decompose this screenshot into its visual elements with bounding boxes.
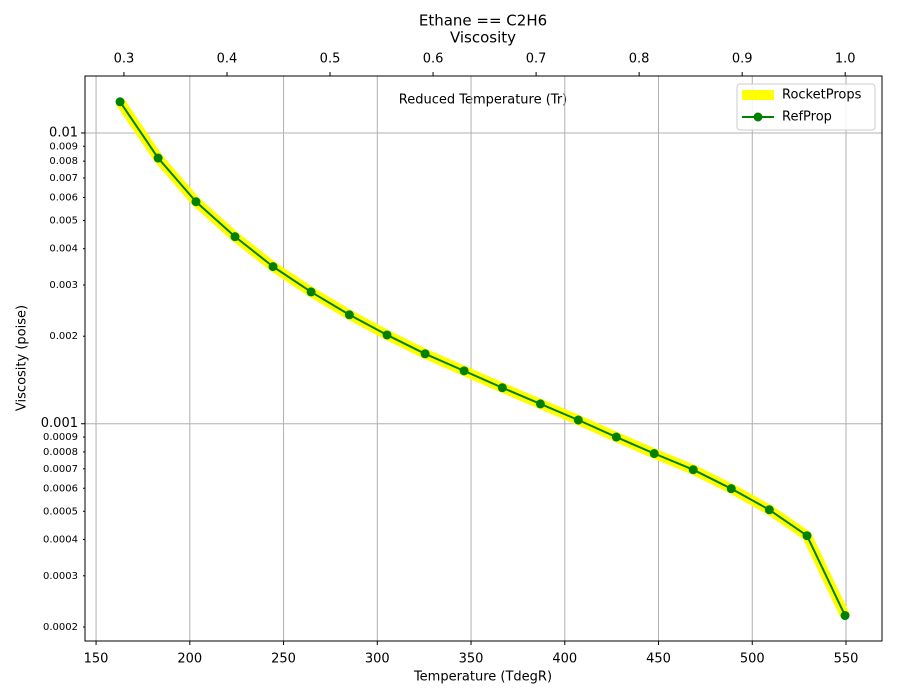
x-tick-label: 200 xyxy=(177,652,202,667)
data-point xyxy=(344,310,354,320)
data-point xyxy=(497,383,507,393)
series-line xyxy=(115,98,850,618)
data-point xyxy=(191,197,201,207)
y-tick-label: 0.005 xyxy=(49,215,78,226)
y-tick-label: 0.008 xyxy=(49,156,78,167)
x2-tick-label: 0.3 xyxy=(114,52,135,67)
y-tick-label: 0.0007 xyxy=(43,464,78,475)
y-tick-label: 0.0004 xyxy=(43,534,78,545)
data-point xyxy=(306,287,316,297)
y-tick-label: 0.006 xyxy=(49,192,78,203)
x-axis-label: Temperature (TdegR) xyxy=(413,670,552,685)
x-tick-label: 400 xyxy=(552,652,577,667)
y-tick-label: 0.009 xyxy=(49,141,78,152)
data-point xyxy=(268,262,278,272)
plot-frame xyxy=(84,75,883,642)
x-tick-label: 300 xyxy=(365,652,390,667)
y-tick-label: 0.0008 xyxy=(43,447,78,458)
series-line xyxy=(119,101,846,616)
y-tick-label: 0.004 xyxy=(49,244,78,255)
data-point xyxy=(115,97,125,107)
legend-marker xyxy=(753,112,763,122)
x-tick-label: 250 xyxy=(271,652,296,667)
data-point xyxy=(535,399,545,409)
x2-tick-label: 1.0 xyxy=(835,52,856,67)
y-tick-label: 0.002 xyxy=(49,331,78,342)
x2-tick-label: 0.4 xyxy=(217,52,238,67)
y-axis-label: Viscosity (poise) xyxy=(15,305,30,411)
legend-label: RefProp xyxy=(782,110,832,125)
y-tick-label: 0.003 xyxy=(49,280,78,291)
x2-tick-label: 0.8 xyxy=(629,52,650,67)
x-tick-label: 350 xyxy=(459,652,484,667)
data-point xyxy=(573,415,583,425)
y-tick-label: 0.01 xyxy=(49,125,78,140)
x-tick-label: 450 xyxy=(646,652,671,667)
data-point xyxy=(764,505,774,515)
y-tick-label: 0.0009 xyxy=(43,432,78,443)
y-tick-label: 0.001 xyxy=(41,416,78,431)
data-point xyxy=(802,531,812,541)
data-point xyxy=(649,449,659,459)
y-tick-label: 0.0005 xyxy=(43,506,78,517)
chart-title: Ethane == C2H6 xyxy=(419,12,547,30)
x-tick-label: 500 xyxy=(740,652,765,667)
data-point xyxy=(459,366,469,376)
y-tick-label: 0.0006 xyxy=(43,483,78,494)
x2-tick-label: 0.5 xyxy=(320,52,341,67)
data-point xyxy=(726,484,736,494)
y-tick-label: 0.0002 xyxy=(43,622,78,633)
x2-tick-label: 0.9 xyxy=(732,52,753,67)
x2-tick-label: 0.6 xyxy=(423,52,444,67)
x2-tick-label: 0.7 xyxy=(526,52,547,67)
data-point xyxy=(611,432,621,442)
data-point xyxy=(840,611,850,621)
x-tick-label: 550 xyxy=(834,652,859,667)
x-tick-label: 150 xyxy=(84,652,109,667)
data-point xyxy=(230,232,240,242)
y-tick-label: 0.0003 xyxy=(43,571,78,582)
data-point xyxy=(420,349,430,359)
data-point xyxy=(153,153,163,163)
data-point xyxy=(382,330,392,340)
data-point xyxy=(688,465,698,475)
legend-label: RocketProps xyxy=(782,88,862,103)
chart-subtitle: Viscosity xyxy=(450,29,516,47)
x2-axis-label: Reduced Temperature (Tr) xyxy=(399,93,567,108)
y-tick-label: 0.007 xyxy=(49,173,78,184)
